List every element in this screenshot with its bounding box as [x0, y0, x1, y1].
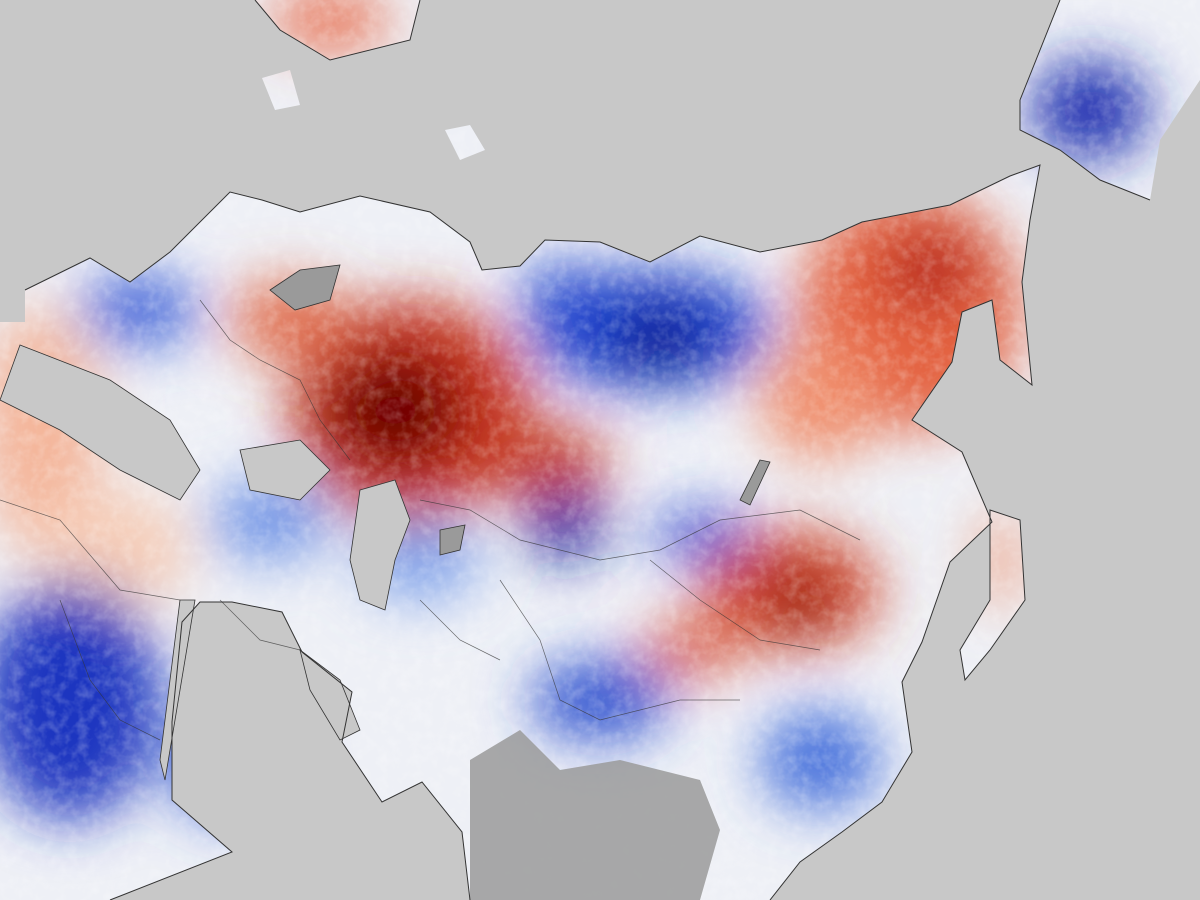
red-sea [159, 599, 196, 781]
inland-water [0, 264, 771, 781]
coastline [24, 0, 1151, 900]
caspian-sea [349, 479, 411, 611]
country-borders [0, 299, 861, 741]
lake-balkhash [439, 524, 466, 556]
baltic-sea [269, 264, 341, 311]
persian-gulf [299, 649, 361, 741]
no-data-region-india [470, 730, 720, 900]
black-sea [239, 439, 331, 501]
mediterranean [0, 344, 201, 501]
lake-baikal [739, 459, 771, 506]
